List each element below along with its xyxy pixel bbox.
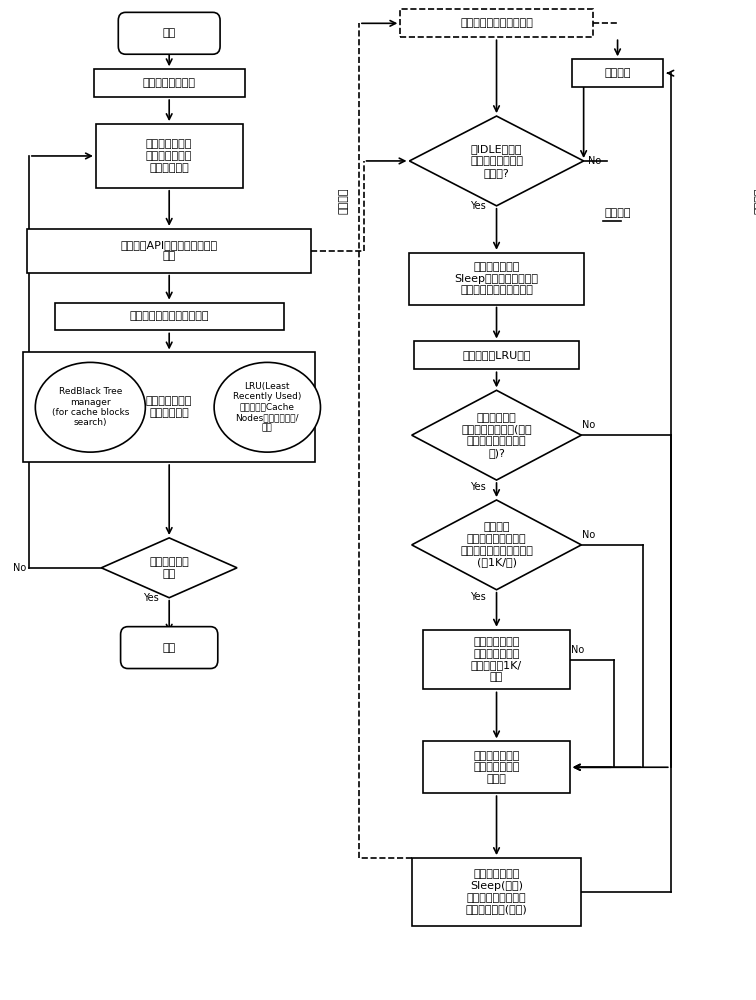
Text: 要写入的
数据块大小是否大于
系统限定的噪音阈值大小
(如1K/次): 要写入的 数据块大小是否大于 系统限定的噪音阈值大小 (如1K/次) bbox=[460, 522, 533, 567]
Text: 线程消息: 线程消息 bbox=[339, 188, 349, 214]
Text: 扫描缓冲区LRU链表: 扫描缓冲区LRU链表 bbox=[462, 350, 531, 360]
Text: 除IDLE线程外
其他所有线程都闲
置挂起?: 除IDLE线程外 其他所有线程都闲 置挂起? bbox=[470, 144, 523, 178]
FancyBboxPatch shape bbox=[23, 352, 315, 462]
FancyBboxPatch shape bbox=[27, 229, 311, 273]
Ellipse shape bbox=[214, 362, 321, 452]
Text: 上传文件系统，
缓存管理信息: 上传文件系统， 缓存管理信息 bbox=[146, 396, 192, 418]
Text: 将缓冲区小颗粒
数据写入物理存
储设备: 将缓冲区小颗粒 数据写入物理存 储设备 bbox=[473, 751, 519, 784]
Text: 流媒数据开始录制: 流媒数据开始录制 bbox=[143, 78, 196, 88]
Polygon shape bbox=[412, 500, 581, 590]
Text: 流媒服务是否
结束: 流媒服务是否 结束 bbox=[150, 557, 189, 579]
Text: No: No bbox=[582, 530, 595, 540]
Polygon shape bbox=[410, 116, 584, 206]
Text: 开始: 开始 bbox=[163, 28, 176, 38]
Polygon shape bbox=[101, 538, 237, 598]
Text: 缓冲区是否有
写入属性的数据块(保存
有需要写入文件的数
据)?: 缓冲区是否有 写入属性的数据块(保存 有需要写入文件的数 据)? bbox=[461, 413, 531, 458]
FancyBboxPatch shape bbox=[414, 341, 579, 369]
Text: 缓冲区换出线程
Sleep(挂起)
等待文件系统写入缓
冲区的信号量(通知): 缓冲区换出线程 Sleep(挂起) 等待文件系统写入缓 冲区的信号量(通知) bbox=[466, 870, 528, 914]
Text: Yes: Yes bbox=[143, 593, 159, 603]
FancyBboxPatch shape bbox=[94, 69, 245, 97]
FancyBboxPatch shape bbox=[121, 627, 218, 669]
Text: 缓冲区换出线程
Sleep一段时间再启动缓
冲区换写入物理存储设备: 缓冲区换出线程 Sleep一段时间再启动缓 冲区换写入物理存储设备 bbox=[454, 262, 538, 295]
Text: No: No bbox=[571, 645, 584, 655]
Polygon shape bbox=[412, 390, 581, 480]
FancyBboxPatch shape bbox=[54, 303, 284, 330]
Text: 流媒源（音频采
集或视频图像采
集）数据采集: 流媒源（音频采 集或视频图像采 集）数据采集 bbox=[146, 139, 192, 173]
FancyBboxPatch shape bbox=[96, 124, 243, 188]
FancyBboxPatch shape bbox=[412, 858, 581, 926]
Text: 将大颗粒分解成
小于等于阈值颗
粒大小（如1K/
块）: 将大颗粒分解成 小于等于阈值颗 粒大小（如1K/ 块） bbox=[471, 637, 522, 682]
FancyBboxPatch shape bbox=[572, 59, 664, 87]
Text: 线程消息: 线程消息 bbox=[754, 188, 756, 214]
FancyBboxPatch shape bbox=[118, 12, 220, 54]
Text: Yes: Yes bbox=[470, 592, 486, 602]
Text: No: No bbox=[13, 563, 26, 573]
Text: 线程调度: 线程调度 bbox=[604, 68, 631, 78]
FancyBboxPatch shape bbox=[410, 253, 584, 305]
Text: 文件系统API传递写入物理设备
数据: 文件系统API传递写入物理设备 数据 bbox=[121, 240, 218, 261]
Text: 数据拷贝至文件系统缓冲区: 数据拷贝至文件系统缓冲区 bbox=[129, 312, 209, 322]
FancyBboxPatch shape bbox=[400, 9, 593, 37]
Ellipse shape bbox=[36, 362, 145, 452]
Text: Yes: Yes bbox=[470, 201, 486, 211]
Text: 结束: 结束 bbox=[163, 643, 176, 653]
Text: Yes: Yes bbox=[470, 482, 486, 492]
Text: 通知缓冲区换出管理线程: 通知缓冲区换出管理线程 bbox=[460, 18, 533, 28]
FancyBboxPatch shape bbox=[423, 630, 570, 689]
Text: No: No bbox=[582, 420, 595, 430]
Text: No: No bbox=[588, 156, 601, 166]
Text: 延迟写入: 延迟写入 bbox=[605, 208, 631, 218]
Text: LRU(Least
Recently Used)
链表记每个Cache
Nodes最近一次使用/
时间: LRU(Least Recently Used) 链表记每个Cache Node… bbox=[233, 382, 302, 433]
FancyBboxPatch shape bbox=[423, 741, 570, 793]
Text: RedBlack Tree
manager
(for cache blocks
search): RedBlack Tree manager (for cache blocks … bbox=[51, 387, 129, 427]
